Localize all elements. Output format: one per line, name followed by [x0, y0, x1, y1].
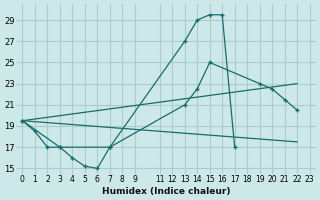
X-axis label: Humidex (Indice chaleur): Humidex (Indice chaleur): [102, 187, 230, 196]
